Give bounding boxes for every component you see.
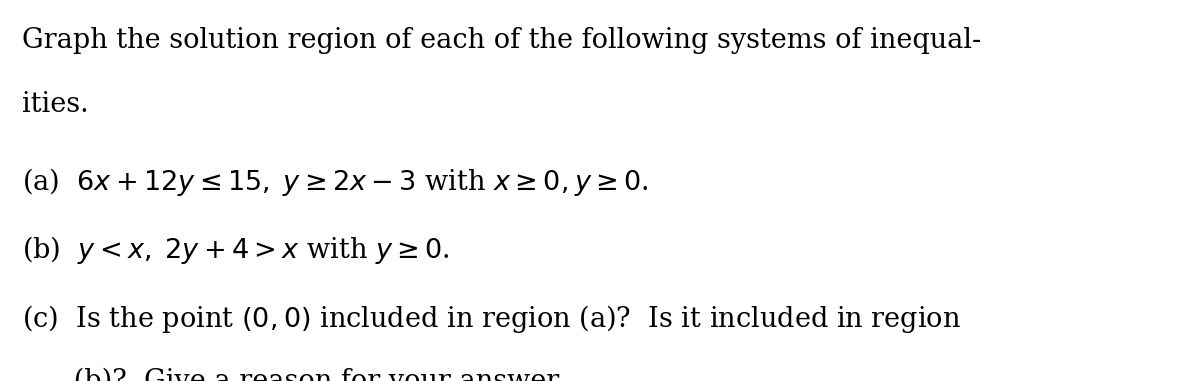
Text: (b)  $y < x,\;  2y + 4 > x$ with $y \geq 0$.: (b) $y < x,\; 2y + 4 > x$ with $y \geq 0…: [22, 234, 449, 266]
Text: (c)  Is the point $(0, 0)$ included in region (a)?  Is it included in region: (c) Is the point $(0, 0)$ included in re…: [22, 303, 960, 335]
Text: (b)?  Give a reason for your answer.: (b)? Give a reason for your answer.: [22, 368, 564, 381]
Text: Graph the solution region of each of the following systems of inequal-: Graph the solution region of each of the…: [22, 27, 980, 54]
Text: ities.: ities.: [22, 91, 89, 118]
Text: (a)  $6x + 12y \leq 15,\;  y \geq 2x - 3$ with $x \geq 0, y \geq 0$.: (a) $6x + 12y \leq 15,\; y \geq 2x - 3$ …: [22, 166, 648, 198]
